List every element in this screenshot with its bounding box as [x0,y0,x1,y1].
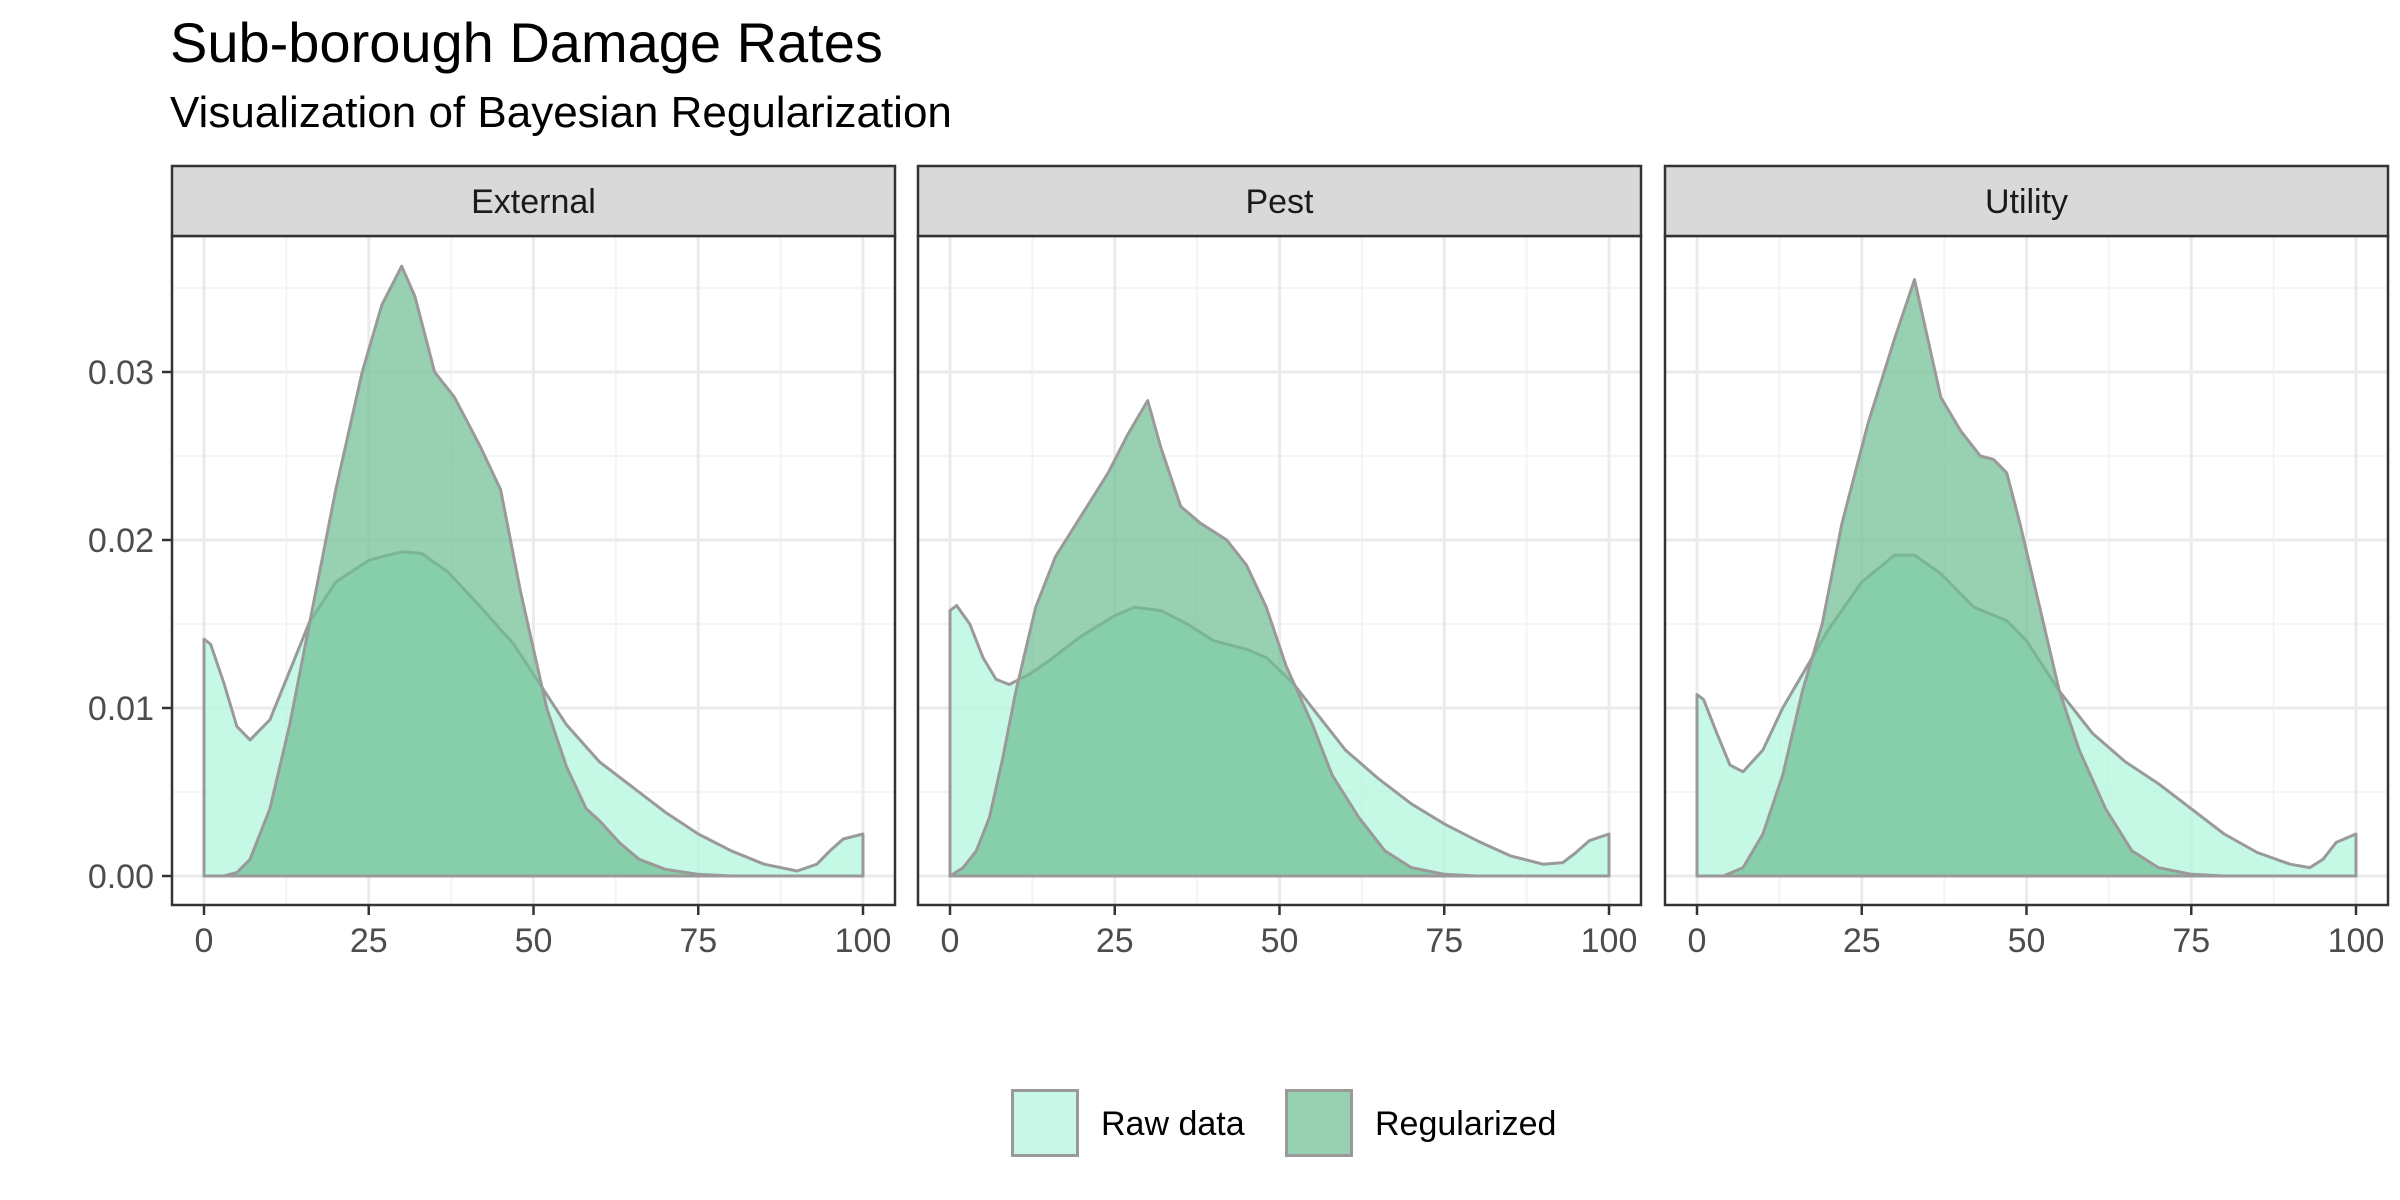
legend-key-regularized [1285,1089,1353,1157]
x-tick-label: 100 [1581,922,1638,960]
panel-pest: Pest 0 25 50 75 100 [916,164,1643,960]
facet-label: Pest [1245,183,1314,221]
density-area-regularized [1695,278,2358,878]
x-tick-label: 0 [1688,922,1707,960]
y-tick-label: 0.03 [88,354,154,392]
density-area-regularized [202,264,865,878]
x-tick-label: 0 [941,922,960,960]
density-area-regularized [948,399,1611,878]
x-tick-label: 75 [1425,922,1463,960]
x-tick-label: 50 [1261,922,1299,960]
chart-title: Sub-borough Damage Rates [170,11,883,74]
y-tick-label: 0.02 [88,522,154,560]
x-tick-label: 25 [1096,922,1134,960]
facet-strip [916,164,1643,238]
legend-key-raw-data [1011,1089,1079,1157]
facet-label: Utility [1985,183,2068,221]
facet-strip [170,164,897,238]
legend: Raw data Regularized [1011,1089,1556,1157]
x-tick-label: 0 [195,922,214,960]
x-tick-label: 100 [835,922,892,960]
legend-label: Regularized [1375,1105,1556,1143]
x-tick-label: 50 [2008,922,2046,960]
panel-utility: Utility 0 25 50 75 100 [1663,164,2390,960]
legend-label: Raw data [1101,1105,1245,1143]
chart-subtitle: Visualization of Bayesian Regularization [170,88,952,137]
x-tick-label: 50 [515,922,553,960]
x-tick-label: 25 [1843,922,1881,960]
x-tick-label: 75 [679,922,717,960]
facet-strip [1663,164,2390,238]
panel-external: External 0 25 50 75 100 [170,164,897,960]
x-tick-label: 100 [2328,922,2385,960]
x-tick-label: 25 [350,922,388,960]
x-tick-label: 75 [2172,922,2210,960]
facet-label: External [471,183,596,221]
y-tick-label: 0.00 [88,858,154,896]
y-tick-label: 0.01 [88,690,154,728]
